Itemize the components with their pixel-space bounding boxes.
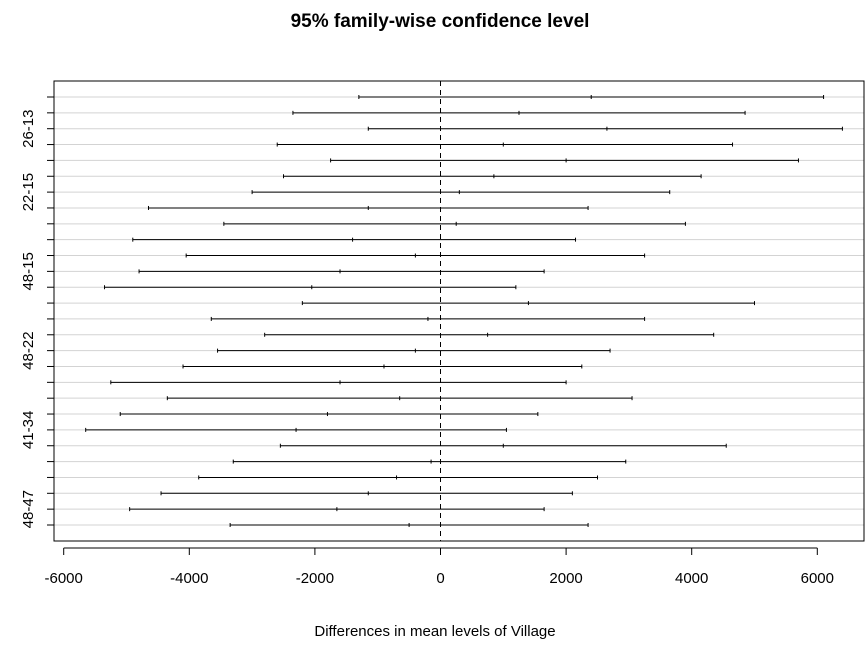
interval-layer (85, 95, 843, 527)
x-tick-label: 2000 (549, 570, 582, 587)
interval-7 (147, 205, 589, 210)
interval-5 (283, 174, 702, 179)
y-tick-label: 26-13 (20, 110, 37, 148)
interval-27 (229, 523, 589, 527)
interval-9 (132, 237, 577, 242)
interval-18 (110, 380, 567, 385)
chart-title: 95% family-wise confidence level (291, 11, 590, 32)
interval-15 (264, 332, 715, 337)
x-tick-label: -2000 (296, 570, 334, 587)
y-tick-label: 48-47 (20, 490, 37, 528)
interval-23 (232, 459, 627, 464)
plot-frame (53, 80, 865, 542)
y-tick-label: 48-15 (20, 252, 37, 290)
interval-0 (358, 95, 825, 99)
interval-3 (276, 142, 734, 147)
x-axis-label: Differences in mean levels of Village (314, 623, 555, 640)
interval-11 (138, 269, 545, 274)
interval-10 (185, 253, 646, 258)
x-tick-label: -6000 (45, 570, 83, 587)
interval-8 (223, 221, 686, 226)
y-tick-label: 48-22 (20, 331, 37, 369)
interval-24 (198, 475, 598, 480)
interval-26 (129, 507, 545, 512)
interval-21 (85, 427, 507, 432)
x-tick-label: 6000 (801, 570, 834, 587)
interval-20 (119, 412, 539, 417)
interval-19 (166, 396, 633, 401)
interval-2 (367, 126, 843, 131)
interval-12 (104, 285, 517, 290)
x-tick-label: 4000 (675, 570, 708, 587)
interval-14 (210, 316, 646, 321)
interval-6 (251, 190, 671, 195)
grid-lines (54, 96, 864, 526)
interval-1 (292, 110, 746, 115)
y-axis: 26-13 22-15 48-15 48-22 41-34 48-47 (20, 96, 54, 528)
interval-22 (279, 443, 727, 448)
interval-25 (160, 491, 573, 496)
interval-4 (330, 158, 799, 163)
x-tick-label: 0 (436, 570, 444, 587)
interval-17 (182, 364, 583, 369)
y-tick-label: 22-15 (20, 173, 37, 211)
interval-13 (301, 301, 755, 306)
x-axis: -6000 -4000 -2000 0 2000 4000 6000 (45, 547, 834, 587)
x-tick-label: -4000 (170, 570, 208, 587)
interval-16 (217, 348, 611, 353)
y-tick-label: 41-34 (20, 411, 37, 449)
